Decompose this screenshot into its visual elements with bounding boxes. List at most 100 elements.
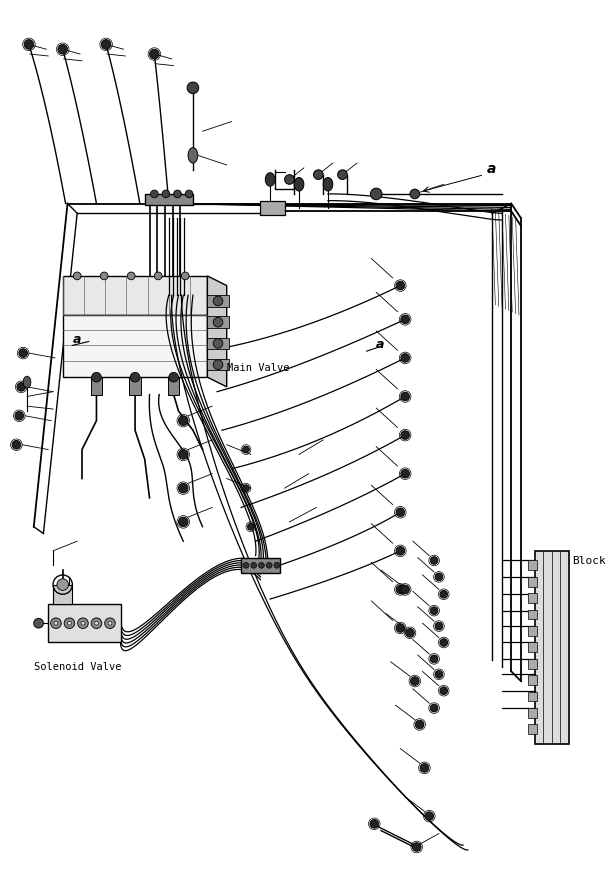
Circle shape xyxy=(401,430,410,439)
Circle shape xyxy=(178,517,188,527)
Circle shape xyxy=(178,483,188,493)
Bar xyxy=(208,317,229,328)
Circle shape xyxy=(91,618,102,628)
Circle shape xyxy=(259,563,264,568)
Circle shape xyxy=(415,720,424,729)
Circle shape xyxy=(285,175,294,185)
Circle shape xyxy=(149,49,159,59)
Circle shape xyxy=(108,621,112,625)
Circle shape xyxy=(435,622,443,630)
Circle shape xyxy=(67,621,72,625)
Polygon shape xyxy=(63,314,208,377)
Bar xyxy=(208,295,229,307)
Circle shape xyxy=(17,382,25,391)
Circle shape xyxy=(81,621,85,625)
Circle shape xyxy=(313,170,323,179)
Circle shape xyxy=(58,45,67,54)
Circle shape xyxy=(420,764,429,773)
Bar xyxy=(208,338,229,349)
Circle shape xyxy=(213,339,223,348)
Circle shape xyxy=(169,373,178,382)
Circle shape xyxy=(213,296,223,306)
Circle shape xyxy=(440,591,447,598)
Bar xyxy=(535,551,569,744)
Circle shape xyxy=(430,606,438,614)
Ellipse shape xyxy=(188,148,198,163)
Circle shape xyxy=(401,392,410,401)
Circle shape xyxy=(396,547,405,556)
Circle shape xyxy=(401,469,410,478)
Text: a: a xyxy=(487,162,497,176)
Circle shape xyxy=(151,190,158,198)
Circle shape xyxy=(405,628,415,637)
Circle shape xyxy=(34,619,44,628)
Text: Solenoid Valve: Solenoid Valve xyxy=(34,662,121,672)
Circle shape xyxy=(425,812,433,821)
Bar xyxy=(527,708,537,717)
Circle shape xyxy=(127,272,135,280)
Circle shape xyxy=(162,190,170,198)
Bar xyxy=(527,676,537,685)
Circle shape xyxy=(19,349,27,357)
Circle shape xyxy=(174,190,181,198)
Circle shape xyxy=(92,373,101,382)
Circle shape xyxy=(396,585,405,594)
Circle shape xyxy=(266,563,272,568)
Text: Main Valve: Main Valve xyxy=(226,363,289,373)
Bar xyxy=(527,691,537,702)
Bar xyxy=(527,593,537,603)
Circle shape xyxy=(430,704,438,712)
Circle shape xyxy=(396,281,405,290)
Circle shape xyxy=(370,820,379,828)
Circle shape xyxy=(430,556,438,564)
Circle shape xyxy=(412,843,421,851)
Bar xyxy=(527,577,537,586)
Circle shape xyxy=(251,563,257,568)
Circle shape xyxy=(430,655,438,662)
Ellipse shape xyxy=(265,172,275,186)
Circle shape xyxy=(15,411,24,420)
Circle shape xyxy=(337,170,347,179)
Circle shape xyxy=(185,190,193,198)
Circle shape xyxy=(401,585,410,594)
Bar xyxy=(129,377,141,395)
Circle shape xyxy=(435,670,443,678)
Text: a: a xyxy=(72,333,81,346)
Circle shape xyxy=(370,188,382,200)
Circle shape xyxy=(213,318,223,327)
Circle shape xyxy=(73,272,81,280)
Circle shape xyxy=(440,687,447,695)
Circle shape xyxy=(78,618,88,628)
Bar xyxy=(260,200,285,215)
Ellipse shape xyxy=(23,376,31,388)
Circle shape xyxy=(178,416,188,425)
Circle shape xyxy=(401,354,410,362)
Circle shape xyxy=(435,573,443,581)
Circle shape xyxy=(64,618,75,628)
Circle shape xyxy=(50,618,61,628)
Ellipse shape xyxy=(294,178,304,191)
Bar xyxy=(90,377,102,395)
Circle shape xyxy=(243,485,249,492)
Text: Block: Block xyxy=(572,556,606,565)
Circle shape xyxy=(24,39,34,49)
Bar xyxy=(144,194,193,206)
Bar xyxy=(527,626,537,636)
Circle shape xyxy=(131,373,140,382)
Circle shape xyxy=(181,272,189,280)
Polygon shape xyxy=(208,276,226,387)
Circle shape xyxy=(12,440,21,449)
Circle shape xyxy=(243,563,249,568)
Bar xyxy=(527,642,537,652)
Circle shape xyxy=(54,621,58,625)
Bar xyxy=(527,561,537,570)
Circle shape xyxy=(154,272,162,280)
Circle shape xyxy=(178,450,188,459)
Circle shape xyxy=(100,272,108,280)
Circle shape xyxy=(213,360,223,369)
Circle shape xyxy=(410,676,419,685)
Bar xyxy=(527,610,537,620)
Bar xyxy=(241,557,280,573)
Bar xyxy=(53,584,72,604)
Circle shape xyxy=(396,507,405,516)
